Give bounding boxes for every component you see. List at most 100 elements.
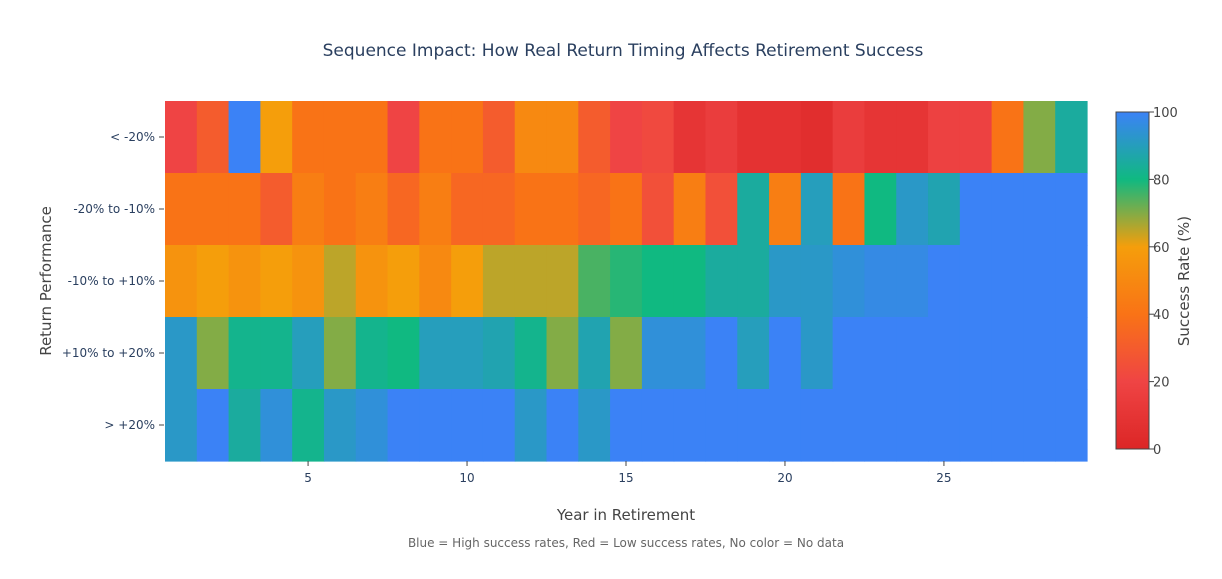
heatmap-cell [355,389,389,462]
heatmap-cell [292,317,325,390]
heatmap-cell [1055,245,1088,318]
heatmap-cell [323,389,357,462]
heatmap-cell [737,317,770,390]
heatmap-cell [991,245,1025,318]
heatmap-cell [800,173,834,246]
heatmap-cell [928,101,961,174]
colorbar [1115,111,1150,450]
x-tick-label: 20 [777,471,792,485]
heatmap-cell [514,173,548,246]
heatmap-cell [610,317,643,390]
heatmap-cell [864,245,897,318]
colorbar-tick-label: 80 [1153,173,1170,188]
heatmap-cell [1023,317,1056,390]
heatmap-cell [1023,173,1056,246]
heatmap-cell [610,245,643,318]
heatmap-cell [928,245,961,318]
heatmap-cell [673,245,707,318]
heatmap-cell [260,173,293,246]
heatmap-cell [323,317,357,390]
heatmap-cell [228,389,261,462]
heatmap-cell [705,173,738,246]
x-tick-label: 15 [618,471,633,485]
heatmap-cell [482,245,516,318]
heatmap-cell [705,101,738,174]
heatmap-cell [196,173,230,246]
heatmap-cell [928,389,961,462]
heatmap-cell [387,317,420,390]
chart-caption: Blue = High success rates, Red = Low suc… [408,536,844,550]
heatmap-cell [482,101,516,174]
y-tick-label: +10% to +20% [62,346,155,360]
heatmap-cell [578,101,611,174]
heatmap-cell [578,317,611,390]
heatmap-cell [292,245,325,318]
heatmap-cell [165,389,198,462]
heatmap-cell [260,317,293,390]
heatmap-cell [1055,317,1088,390]
heatmap-cell [641,245,675,318]
heatmap-cell [419,317,452,390]
heatmap-cell [228,245,261,318]
heatmap-cell [737,101,770,174]
heatmap-cell [387,389,420,462]
heatmap-cell [832,389,866,462]
heatmap-cell [1023,245,1056,318]
colorbar-title: Success Rate (%) [1175,216,1193,346]
heatmap-cell [1023,389,1056,462]
heatmap-cell [641,173,675,246]
heatmap-cell [1055,389,1088,462]
heatmap-cell [896,317,929,390]
heatmap-cell [641,317,675,390]
heatmap-cell [832,245,866,318]
x-tick-label: 5 [304,471,312,485]
heatmap-cell [896,389,929,462]
heatmap-cell [482,317,516,390]
heatmap-cell [451,101,484,174]
y-tick-label: -20% to -10% [73,202,155,216]
heatmap-cell [546,317,579,390]
heatmap-cell [578,173,611,246]
heatmap-cell [228,101,261,174]
heatmap-cell [355,101,389,174]
heatmap-cell [387,101,420,174]
y-axis-ticks: < -20% -20% to -10% -10% to +10% +10% to +2… [62,130,164,432]
heatmap-cell [355,245,389,318]
heatmap-cell [959,389,993,462]
heatmap-cell [387,173,420,246]
heatmap-cell [800,389,834,462]
heatmap-cell [514,101,548,174]
heatmap-cell [419,245,452,318]
heatmap-cell [896,101,929,174]
heatmap-cell [673,101,707,174]
heatmap-cell [387,245,420,318]
heatmap-cell [705,317,738,390]
x-axis-ticks: 5 10 15 20 25 [304,461,952,485]
heatmap-cell [959,173,993,246]
heatmap-cell [196,317,230,390]
colorbar-tick-label: 20 [1153,376,1170,391]
heatmap-cell [323,101,357,174]
heatmap-cell [165,245,198,318]
heatmap-cell [800,245,834,318]
heatmap-cell [196,101,230,174]
heatmap-cell [546,101,579,174]
heatmap-cell [737,245,770,318]
heatmap-cell [419,101,452,174]
y-tick-label: < -20% [110,130,155,144]
heatmap-cell [610,173,643,246]
heatmap-cell [546,389,579,462]
heatmap-cell [769,245,802,318]
heatmap-cell [991,101,1025,174]
y-axis-title: Return Performance [37,206,55,356]
heatmap-cell [864,389,897,462]
heatmap-cell [991,389,1025,462]
heatmap-cell [928,173,961,246]
x-tick-label: 25 [936,471,951,485]
heatmap-cell [864,101,897,174]
heatmap-cell [292,389,325,462]
heatmap-cell [355,173,389,246]
heatmap-cell [451,389,484,462]
heatmap-cell [959,101,993,174]
